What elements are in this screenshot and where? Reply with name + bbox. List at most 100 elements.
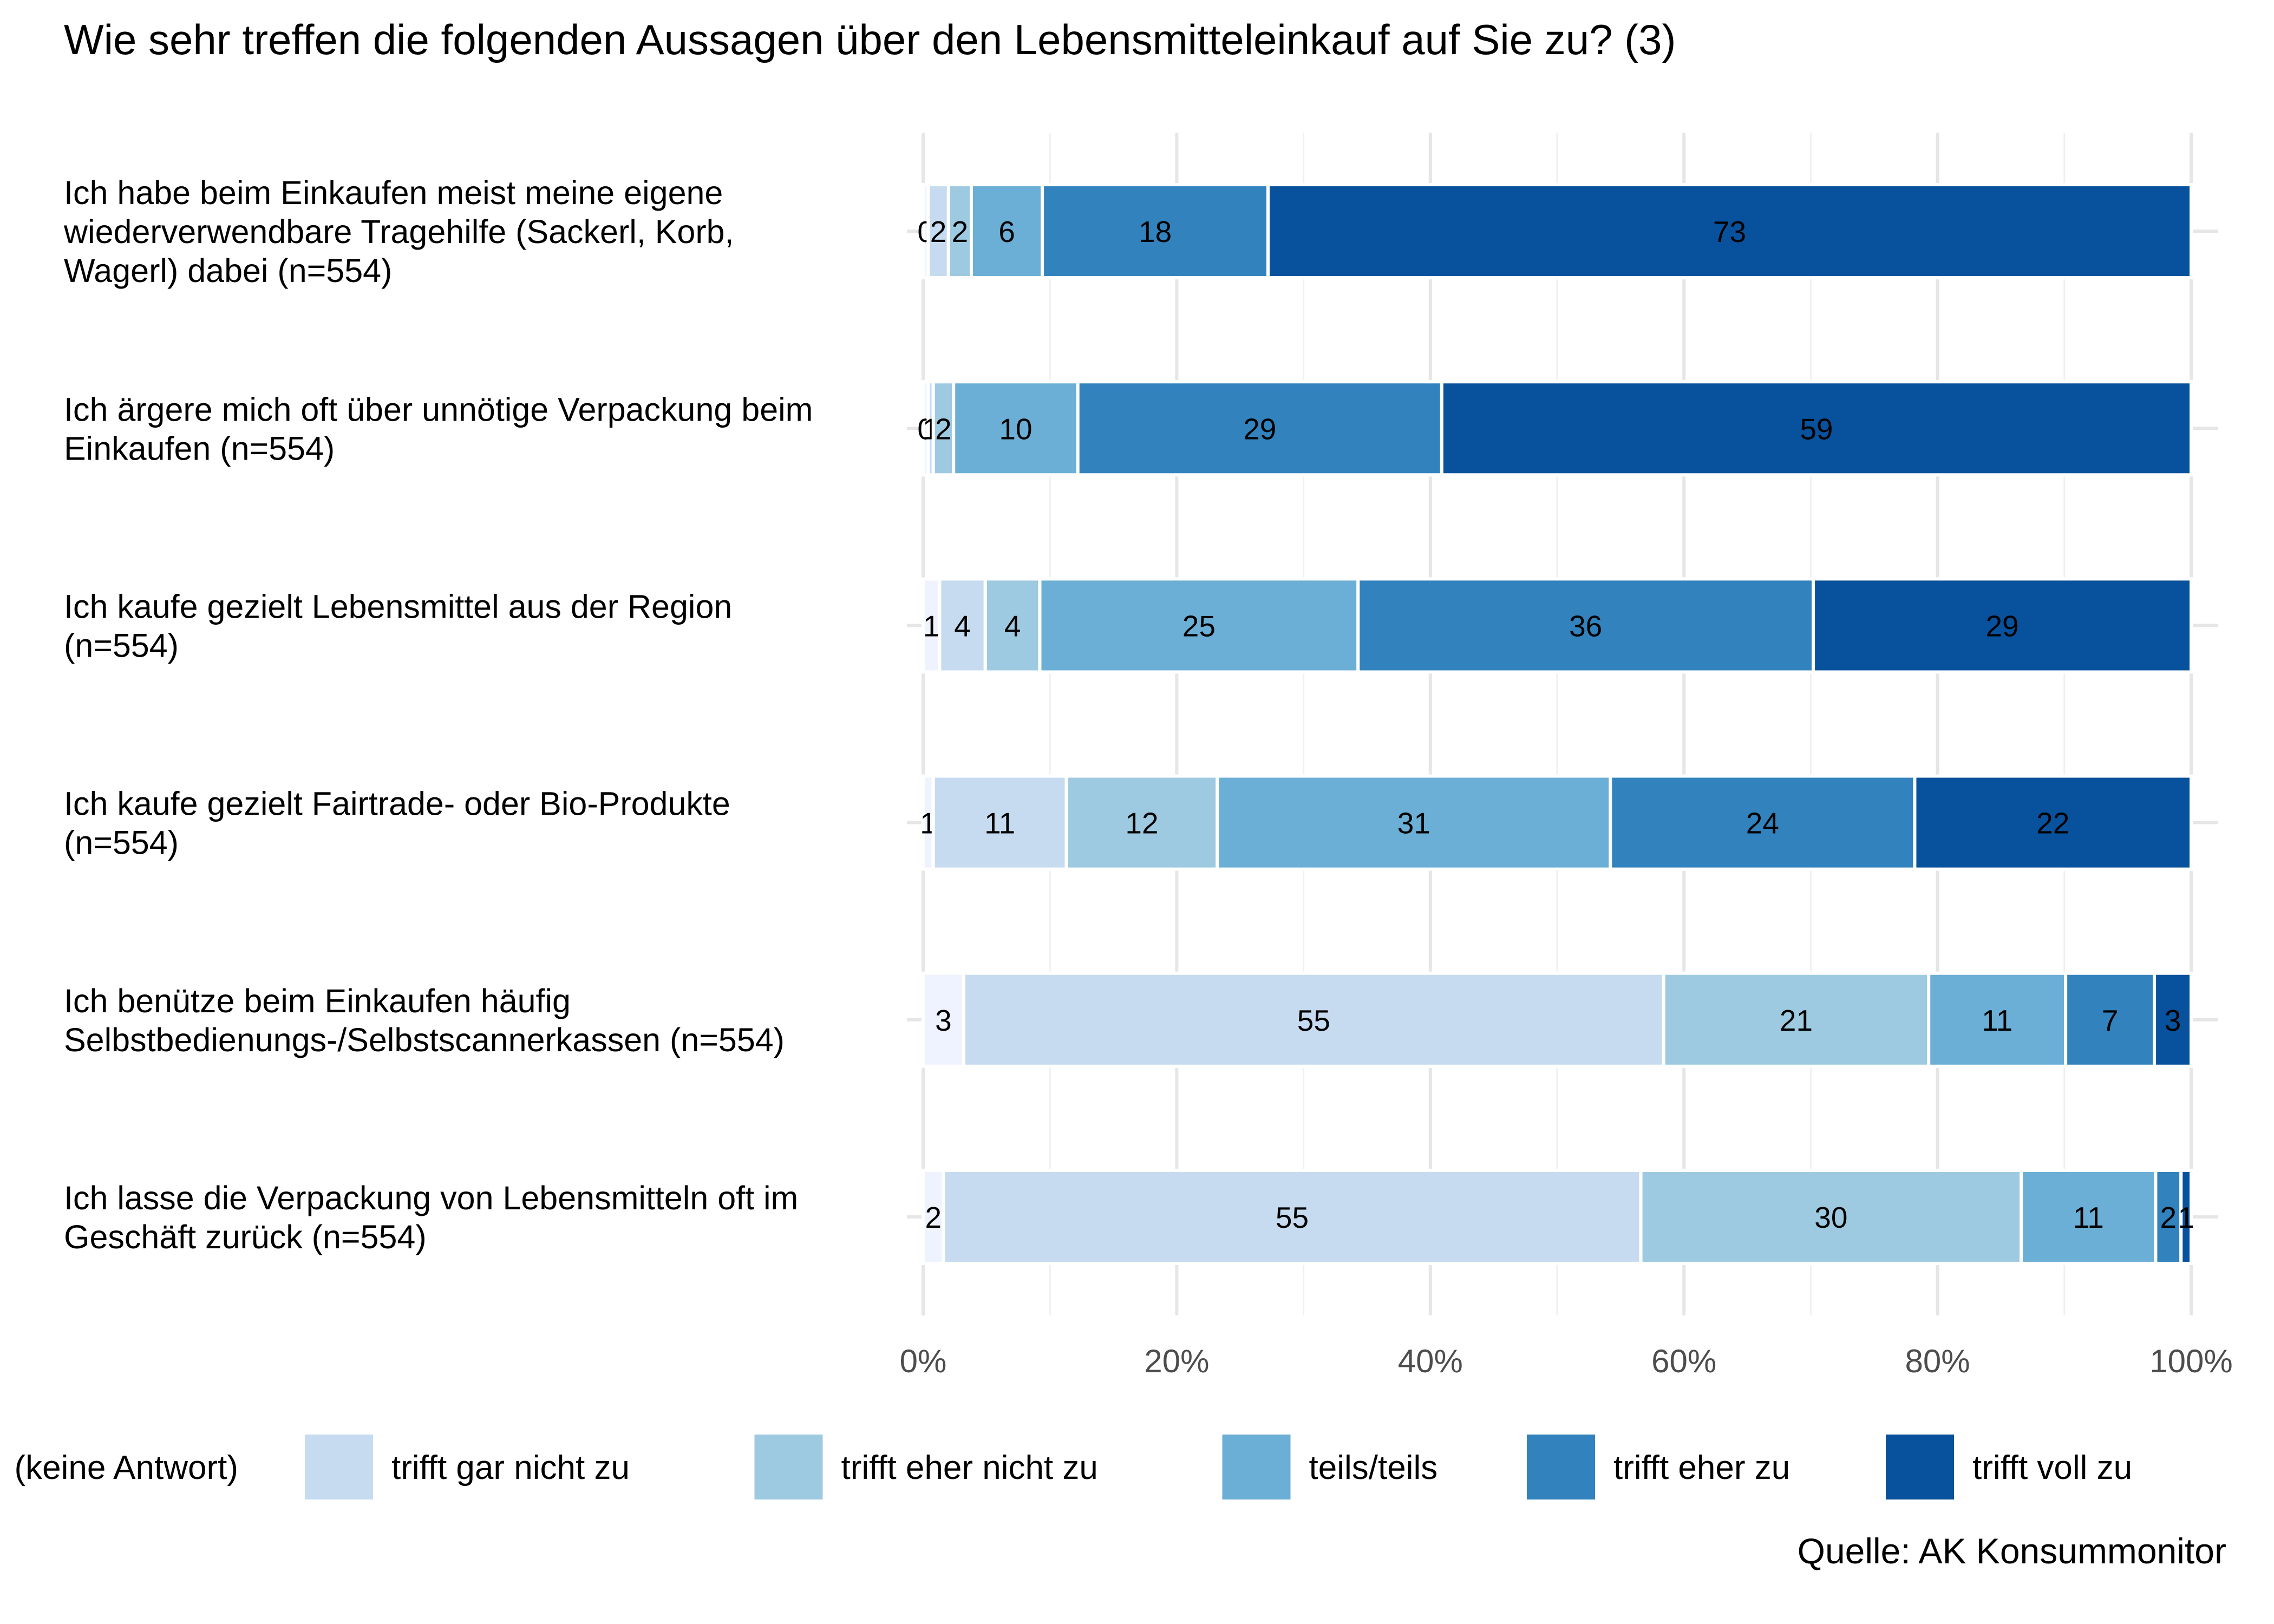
segment-label: 24	[1746, 807, 1779, 840]
segment-label: 10	[999, 412, 1032, 446]
chart-title: Wie sehr treffen die folgenden Aussagen …	[64, 16, 1676, 63]
segment-label: 12	[1125, 807, 1158, 840]
bar-segment	[1076, 380, 1443, 477]
legend-label: trifft voll zu	[1972, 1449, 2132, 1487]
segment-label: 2	[925, 1201, 942, 1234]
segment-label: 4	[954, 609, 971, 643]
category-label-line: Ich ärgere mich oft über unnötige Verpac…	[64, 391, 813, 428]
category-label-line: Ich kaufe gezielt Lebensmittel aus der R…	[64, 588, 732, 625]
x-tick-label: 100%	[2149, 1343, 2232, 1379]
bar-segment	[926, 183, 950, 280]
segment-label: 6	[998, 215, 1015, 248]
category-label: Ich ärgere mich oft über unnötige Verpac…	[64, 391, 813, 467]
segment-label: 2	[935, 412, 952, 446]
grid-layer	[907, 133, 2218, 1315]
legend-key	[1527, 1435, 1595, 1499]
x-axis-ticks: 0% 20% 40% 60% 80% 100%	[900, 1343, 2233, 1379]
segment-label: 22	[2036, 807, 2069, 840]
bar-segment	[942, 1168, 1643, 1265]
category-label-line: (n=554)	[64, 627, 179, 664]
bar-segment	[2179, 1168, 2193, 1265]
legend-label: trifft eher zu	[1613, 1449, 1790, 1487]
segment-label: 7	[2102, 1004, 2119, 1037]
segment-label: 31	[1397, 807, 1430, 840]
segment-label: 55	[1276, 1201, 1309, 1234]
category-label: Ich benütze beim Einkaufen häufig Selbstb…	[64, 983, 785, 1058]
segment-label: 11	[984, 807, 1015, 840]
category-label-line: Wagerl) dabei (n=554)	[64, 252, 392, 289]
category-label-line: Ich habe beim Einkaufen meist meine eige…	[64, 174, 723, 211]
segment-label: 4	[1004, 609, 1021, 643]
x-tick-label: 80%	[1905, 1343, 1970, 1379]
source-label: Quelle: AK Konsummonitor	[1798, 1531, 2226, 1571]
legend-label: trifft eher nicht zu	[841, 1449, 1098, 1487]
segment-label: 2	[952, 215, 969, 248]
bar-segment	[962, 971, 1665, 1068]
legend-key	[754, 1435, 823, 1499]
legend-key	[1886, 1435, 1954, 1499]
category-label-line: Einkaufen (n=554)	[64, 430, 335, 467]
segment-label: 21	[1780, 1004, 1813, 1037]
bar-segment	[1639, 1168, 2023, 1265]
category-label: Ich habe beim Einkaufen meist meine eige…	[63, 174, 734, 289]
segment-label: 11	[1982, 1004, 2012, 1037]
bar-segment	[1038, 577, 1360, 674]
category-label: Ich kaufe gezielt Fairtrade- oder Bio-Pr…	[64, 785, 730, 861]
bar-segment	[1662, 971, 1931, 1068]
category-label: Ich kaufe gezielt Lebensmittel aus der R…	[64, 588, 732, 664]
bar-segment	[922, 1168, 945, 1265]
bar-segment	[2064, 971, 2157, 1068]
segment-label: 25	[1182, 609, 1216, 643]
legend-key	[305, 1435, 373, 1499]
segment-label: 11	[2073, 1201, 2104, 1234]
bar-segment	[922, 971, 965, 1068]
segment-label: 3	[2165, 1004, 2181, 1037]
segment-label: 2	[930, 215, 947, 248]
category-label: Ich lasse die Verpackung von Lebensmitte…	[64, 1180, 798, 1255]
bar-segment	[1216, 774, 1612, 871]
bar-segment	[2154, 1168, 2183, 1265]
category-label-line: wiederverwendbare Tragehilfe (Sackerl, K…	[63, 213, 734, 250]
segment-label: 29	[1985, 609, 2018, 643]
segment-label: 59	[1800, 412, 1833, 446]
segment-label: 36	[1569, 609, 1602, 643]
bar-segment	[1356, 577, 1815, 674]
x-tick-label: 40%	[1398, 1343, 1463, 1379]
segment-label: 1	[923, 609, 940, 643]
x-tick-label: 60%	[1651, 1343, 1716, 1379]
legend-label: trifft gar nicht zu	[391, 1449, 630, 1487]
category-label-line: Geschäft zurück (n=554)	[64, 1219, 427, 1255]
bar-segment	[1064, 774, 1219, 871]
segment-label: 73	[1713, 215, 1746, 248]
legend-label: (keine Antwort)	[15, 1449, 239, 1487]
bar-segment	[1266, 183, 2193, 280]
legend: (keine Antwort) trifft gar nicht zu trifft…	[15, 1435, 2132, 1499]
segment-label: 1	[2178, 1201, 2194, 1234]
segment-label: 18	[1139, 215, 1172, 248]
category-label-line: Ich kaufe gezielt Fairtrade- oder Bio-Pr…	[64, 785, 730, 822]
segment-label: 3	[935, 1004, 952, 1037]
bar-segment	[1041, 183, 1270, 280]
bar-segment	[938, 577, 987, 674]
category-label-line: (n=554)	[64, 824, 179, 861]
segment-label: 2	[2160, 1201, 2177, 1234]
segment-label: 30	[1814, 1201, 1847, 1234]
x-tick-label: 0%	[900, 1343, 947, 1379]
bar-segment	[1913, 774, 2193, 871]
category-labels: Ich habe beim Einkaufen meist meine eige…	[63, 174, 813, 1255]
bar-segment	[2153, 971, 2193, 1068]
bar-segment	[969, 183, 1044, 280]
legend-key	[1222, 1435, 1291, 1499]
category-label-line: Selbstbedienungs-/Selbstscannerkassen (n…	[64, 1021, 785, 1058]
bar-segment	[983, 577, 1042, 674]
bar-segment	[1440, 380, 2193, 477]
x-tick-label: 20%	[1144, 1343, 1209, 1379]
segment-label: 29	[1243, 412, 1276, 446]
category-label-line: Ich lasse die Verpackung von Lebensmitte…	[64, 1180, 798, 1216]
legend-label: teils/teils	[1309, 1449, 1438, 1487]
bar-segment	[1812, 577, 2193, 674]
bar-segment	[952, 380, 1080, 477]
bar-segment	[1609, 774, 1917, 871]
